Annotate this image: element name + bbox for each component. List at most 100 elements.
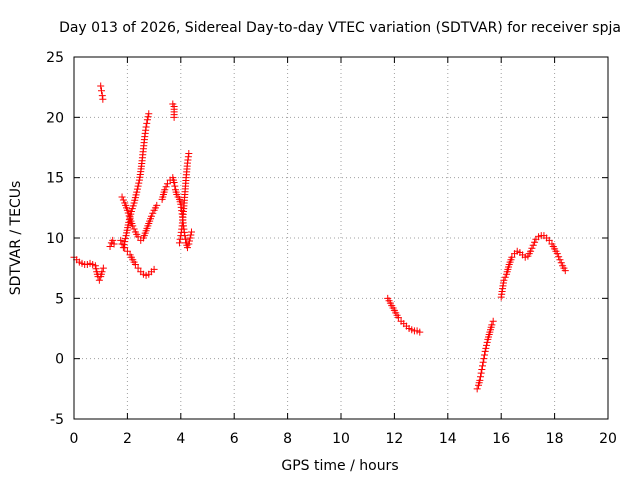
data-point — [161, 186, 169, 194]
data-point — [134, 264, 142, 272]
x-tick-label: 14 — [439, 431, 457, 447]
x-tick-label: 10 — [332, 431, 350, 447]
data-point — [145, 110, 153, 118]
x-tick-label: 12 — [385, 431, 403, 447]
data-point — [531, 238, 539, 246]
data-point — [185, 240, 193, 248]
data-point — [117, 236, 125, 244]
data-point — [186, 234, 194, 242]
data-point — [416, 328, 424, 336]
data-point — [123, 247, 131, 255]
data-point — [163, 180, 171, 188]
data-point — [480, 355, 488, 363]
axis-ticks: 0 2 4 6 8 10 12 14 16 18 20 -5 0 5 10 15 20 25 — [46, 50, 617, 447]
data-point — [477, 369, 485, 377]
plot-frame — [73, 56, 609, 420]
data-point — [99, 264, 107, 272]
data-point — [527, 247, 535, 255]
data-point — [529, 241, 537, 249]
y-tick-label: -5 — [50, 412, 64, 428]
data-point — [133, 188, 141, 196]
data-point — [162, 183, 170, 191]
data-point — [121, 235, 129, 243]
data-point — [489, 317, 497, 325]
x-tick-label: 0 — [70, 431, 79, 447]
data-point — [545, 236, 553, 244]
y-tick-label: 10 — [46, 231, 64, 247]
y-tick-label: 5 — [55, 291, 64, 307]
data-point — [143, 119, 151, 127]
x-tick-label: 4 — [176, 431, 185, 447]
data-point — [95, 276, 103, 284]
data-point — [394, 314, 402, 322]
data-point — [185, 237, 193, 245]
data-point — [478, 366, 486, 374]
data-point — [501, 273, 509, 281]
x-tick-label: 18 — [546, 431, 564, 447]
data-point — [500, 276, 508, 284]
data-point — [133, 185, 141, 193]
data-point — [149, 209, 157, 217]
x-tick-label: 2 — [123, 431, 132, 447]
data-point — [143, 116, 151, 124]
data-point — [175, 239, 183, 247]
x-tick-label: 20 — [599, 431, 617, 447]
data-point — [482, 344, 490, 352]
x-tick-label: 6 — [230, 431, 239, 447]
data-point — [477, 373, 485, 381]
data-point — [488, 321, 496, 329]
data-point — [528, 244, 536, 252]
data-point — [147, 212, 155, 220]
data-point — [473, 385, 481, 393]
data-point — [130, 225, 138, 233]
data-point — [170, 178, 178, 186]
y-axis-label: SDTVAR / TECUs — [8, 181, 24, 296]
data-point — [119, 244, 127, 252]
data-point — [134, 182, 142, 190]
data-point — [556, 256, 564, 264]
data-point — [187, 231, 195, 239]
data-points — [70, 82, 569, 393]
data-point — [185, 150, 193, 158]
x-axis-label: GPS time / hours — [281, 458, 398, 474]
data-point — [109, 236, 117, 244]
data-point — [120, 241, 128, 249]
x-tick-label: 16 — [492, 431, 510, 447]
data-point — [98, 268, 106, 276]
data-point — [119, 196, 127, 204]
data-point — [479, 358, 487, 366]
data-point — [153, 201, 161, 209]
data-point — [481, 347, 489, 355]
data-point — [98, 92, 106, 100]
data-point — [476, 376, 484, 384]
data-point — [129, 222, 137, 230]
grid-lines — [74, 57, 608, 419]
data-point — [98, 87, 106, 95]
data-point — [176, 235, 184, 243]
data-point — [483, 341, 491, 349]
data-point — [110, 240, 118, 248]
data-point — [91, 262, 99, 270]
data-point — [118, 193, 126, 201]
y-tick-label: 25 — [46, 50, 64, 66]
data-point — [553, 250, 561, 258]
chart-title: Day 013 of 2026, Sidereal Day-to-day VTE… — [59, 20, 621, 36]
data-point — [557, 259, 565, 267]
data-point — [92, 265, 100, 273]
data-point — [150, 265, 158, 273]
data-point — [135, 179, 143, 187]
data-point — [131, 261, 139, 269]
data-point — [99, 95, 107, 103]
y-tick-label: 15 — [46, 171, 64, 187]
data-point — [97, 82, 105, 90]
data-point — [183, 244, 191, 252]
x-tick-label: 8 — [283, 431, 292, 447]
data-point — [106, 242, 114, 250]
y-tick-label: 0 — [55, 352, 64, 368]
data-point — [479, 362, 487, 370]
data-point — [142, 123, 150, 131]
data-point — [171, 182, 179, 190]
y-tick-label: 20 — [46, 110, 64, 126]
data-point — [144, 113, 152, 121]
